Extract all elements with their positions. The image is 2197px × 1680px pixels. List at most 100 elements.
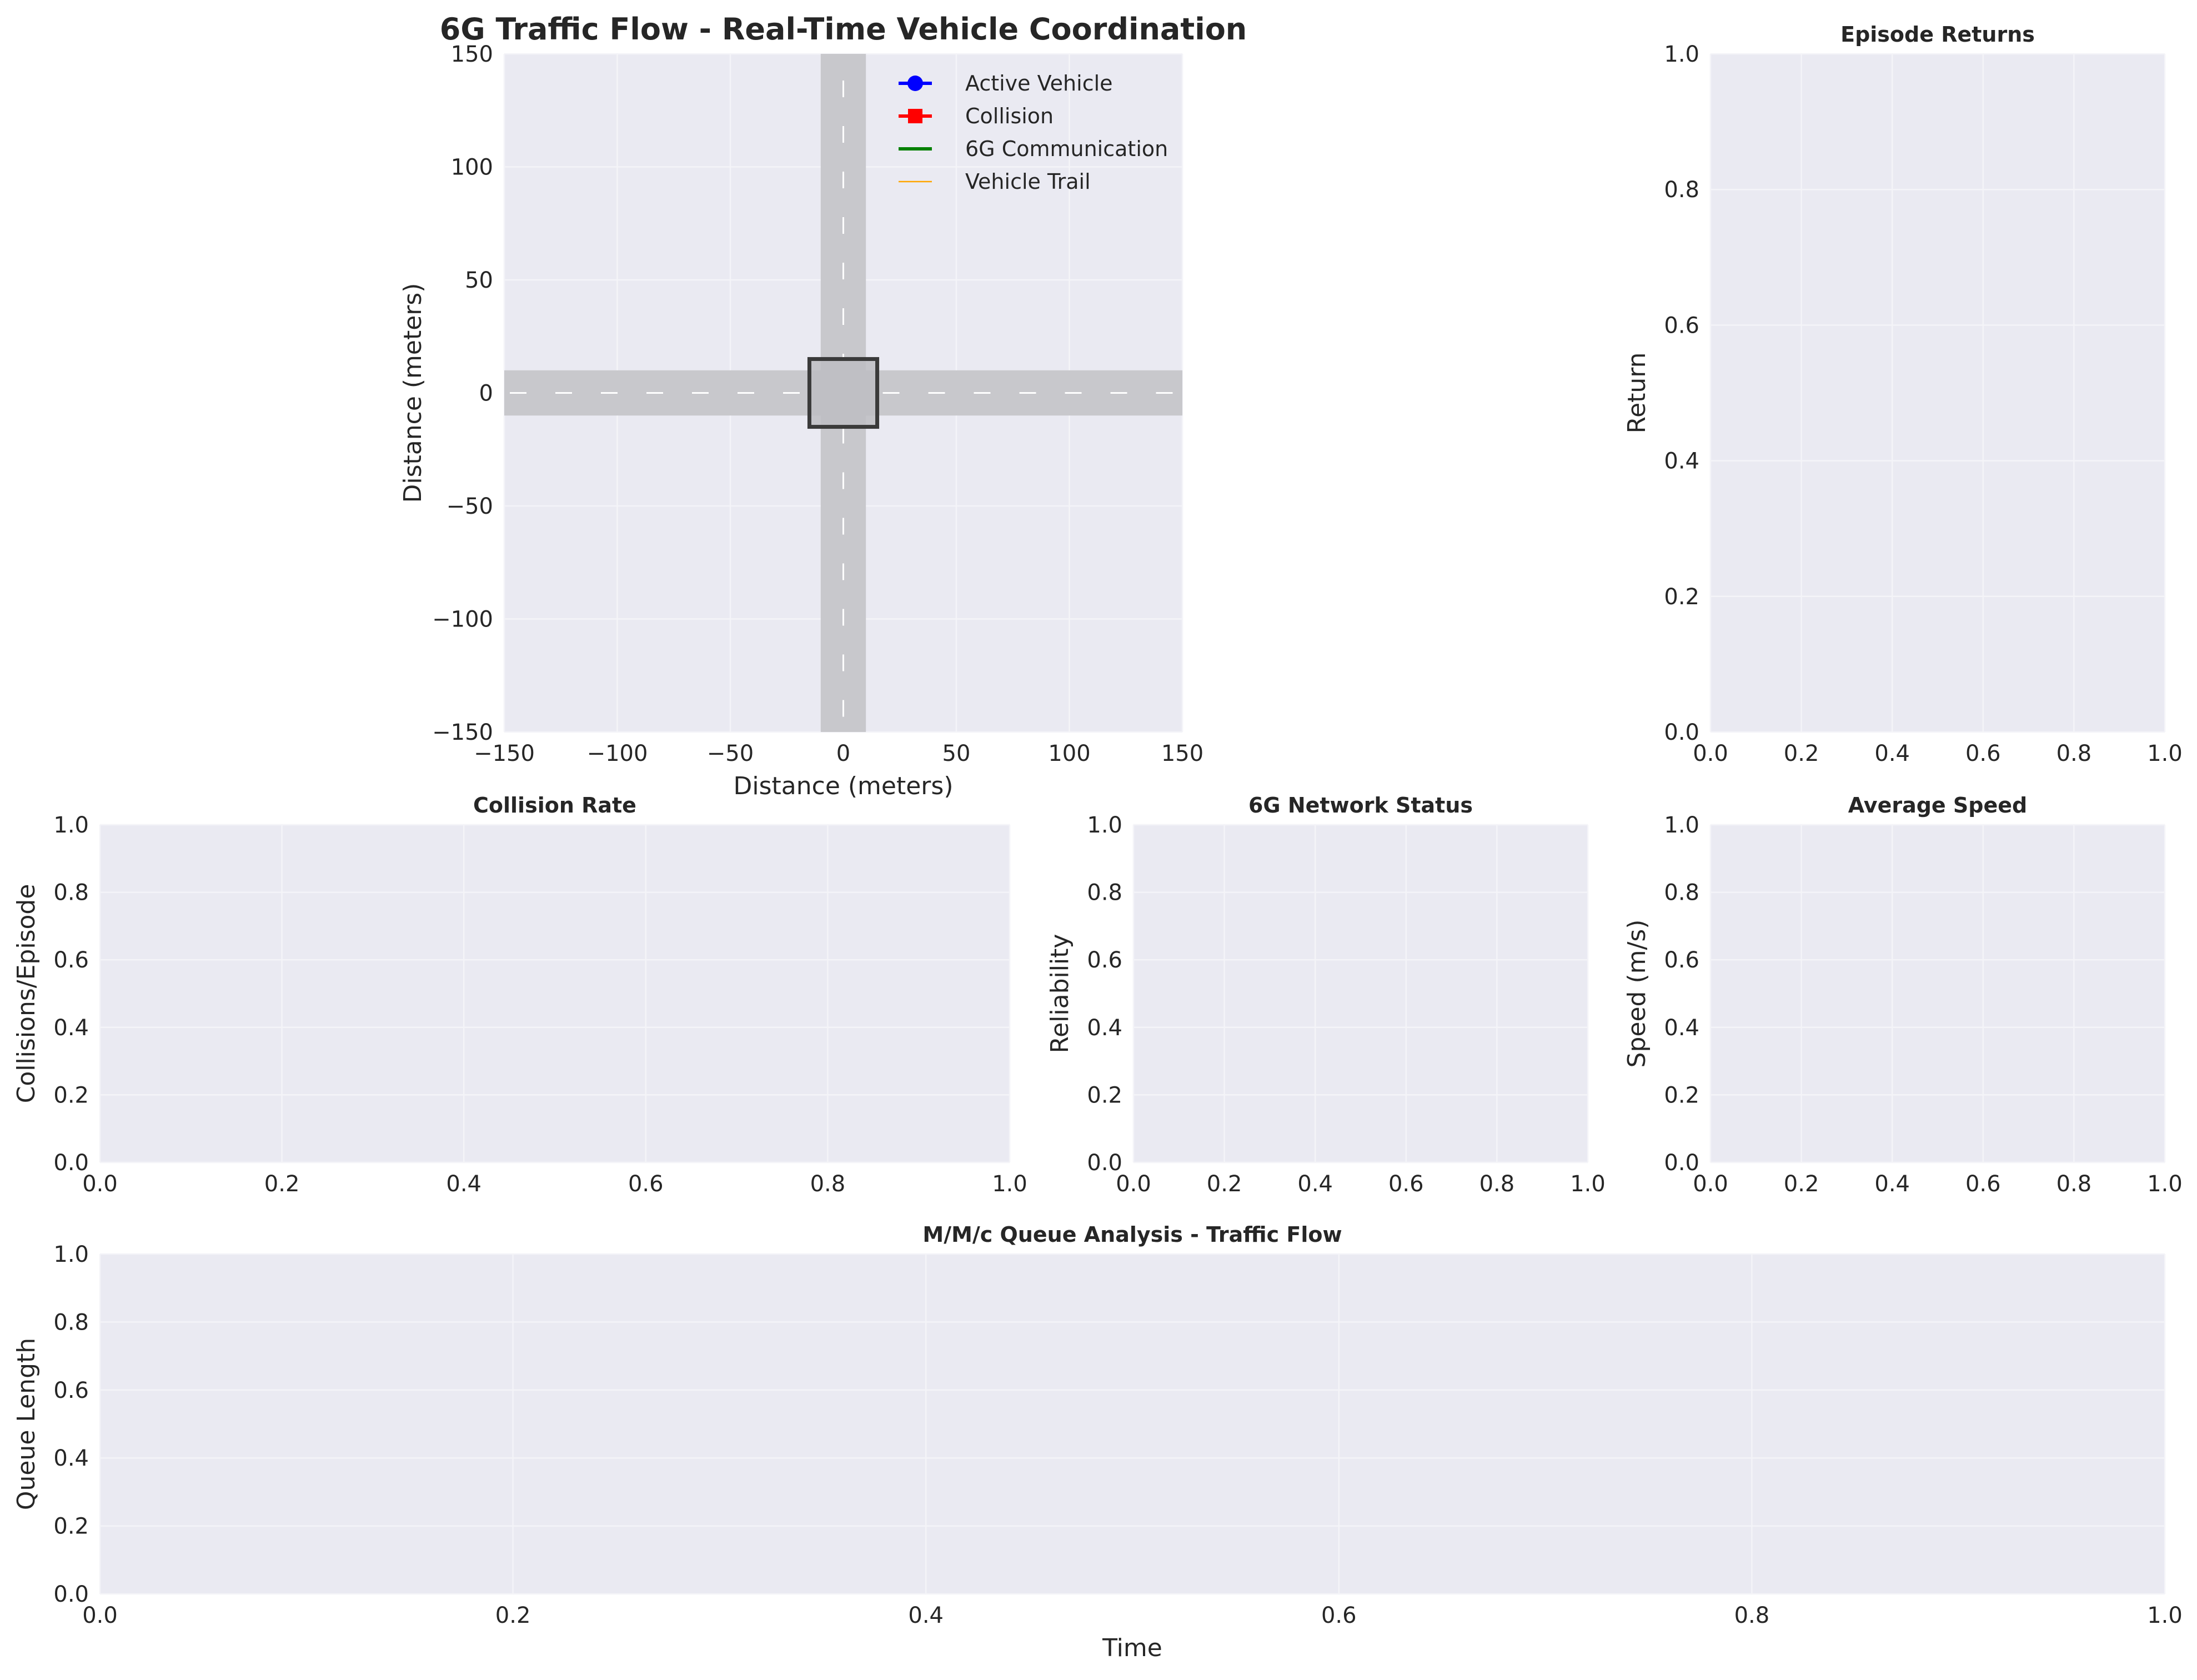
y-tick-label: 0.4 bbox=[1087, 1015, 1122, 1041]
y-tick-label: 0.2 bbox=[1664, 1082, 1699, 1108]
y-tick-label: −100 bbox=[432, 607, 493, 633]
x-tick-label: −100 bbox=[587, 741, 648, 766]
y-tick-label: 0.8 bbox=[1664, 177, 1699, 203]
x-tick-label: 150 bbox=[1161, 741, 1203, 766]
y-tick-label: 150 bbox=[451, 42, 493, 67]
chart-traffic: −150 −100 −50 0 50 100 150 −150 −100 −50 0 50 100 150… bbox=[399, 12, 1247, 800]
x-tick-label: 0.2 bbox=[1207, 1171, 1242, 1197]
x-tick-label: 0.4 bbox=[446, 1171, 481, 1197]
y-axis-label: Return bbox=[1623, 352, 1651, 433]
x-axis-label: Distance (meters) bbox=[734, 772, 954, 800]
x-tick-label: 0.8 bbox=[1734, 1603, 1770, 1628]
x-tick-label: 0.0 bbox=[82, 1603, 118, 1628]
x-tick-label: 0.4 bbox=[1297, 1171, 1333, 1197]
y-tick-label: 0.0 bbox=[53, 1582, 89, 1607]
plot-area bbox=[1711, 825, 2165, 1162]
y-tick-label: 0.6 bbox=[1087, 947, 1122, 973]
x-tick-label: 1.0 bbox=[1570, 1171, 1606, 1197]
y-tick-label: 0.4 bbox=[1664, 1015, 1699, 1041]
y-tick-label: −150 bbox=[432, 720, 493, 745]
x-tick-label: 0.2 bbox=[1784, 741, 1819, 766]
plot-area bbox=[100, 825, 1010, 1162]
x-tick-label: 0.0 bbox=[1693, 1171, 1728, 1197]
y-tick-label: 0.6 bbox=[53, 947, 89, 973]
x-tick-label: 1.0 bbox=[2147, 741, 2183, 766]
legend-marker-circle bbox=[907, 76, 923, 91]
y-tick-label: 0.2 bbox=[53, 1082, 89, 1108]
plot-area bbox=[1133, 825, 1588, 1162]
x-tick-label: 0.8 bbox=[1479, 1171, 1515, 1197]
chart-queue: 0.0 0.2 0.4 0.6 0.8 1.0 0.0 0.2 0.4 0.6 0.8 1.0 M/M/… bbox=[12, 1222, 2183, 1662]
x-tick-label: 0.4 bbox=[1874, 741, 1910, 766]
chart-title: M/M/c Queue Analysis - Traffic Flow bbox=[922, 1222, 1342, 1247]
y-tick-label: 0.4 bbox=[1664, 449, 1699, 474]
chart-collision_rate: 0.0 0.2 0.4 0.6 0.8 1.0 0.0 0.2 0.4 0.6 0.8 1.0 Coll… bbox=[12, 793, 1027, 1197]
x-tick-label: 0.0 bbox=[1116, 1171, 1151, 1197]
x-tick-label: 1.0 bbox=[2147, 1603, 2183, 1628]
legend-entry-label: Active Vehicle bbox=[965, 71, 1113, 96]
x-tick-label: 0.6 bbox=[628, 1171, 664, 1197]
legend-entry-label: Collision bbox=[965, 104, 1054, 128]
chart-title: 6G Network Status bbox=[1248, 793, 1473, 818]
x-tick-label: 0 bbox=[836, 741, 850, 766]
y-tick-label: 0.6 bbox=[1664, 313, 1699, 338]
x-axis-label: Time bbox=[1102, 1634, 1162, 1662]
x-tick-label: 1.0 bbox=[2147, 1171, 2183, 1197]
y-tick-label: 0 bbox=[479, 381, 493, 407]
y-tick-label: 1.0 bbox=[1664, 813, 1699, 838]
y-tick-label: 0.2 bbox=[53, 1514, 89, 1539]
x-tick-label: 0.8 bbox=[810, 1171, 846, 1197]
x-tick-label: 100 bbox=[1048, 741, 1090, 766]
x-tick-label: 0.8 bbox=[2056, 1171, 2092, 1197]
legend-entry-label: Vehicle Trail bbox=[965, 169, 1091, 194]
chart-legend: Active Vehicle Collision 6G Communication V… bbox=[899, 71, 1168, 194]
x-tick-label: −50 bbox=[707, 741, 754, 766]
x-tick-label: 0.6 bbox=[1965, 741, 2001, 766]
y-tick-label: 1.0 bbox=[1664, 42, 1699, 67]
x-tick-label: 0.6 bbox=[1965, 1171, 2001, 1197]
y-axis-label: Speed (m/s) bbox=[1623, 920, 1651, 1068]
y-tick-label: 0.4 bbox=[53, 1015, 89, 1041]
x-tick-label: 0.8 bbox=[2056, 741, 2092, 766]
y-tick-label: 0.8 bbox=[1664, 880, 1699, 906]
y-tick-label: 50 bbox=[465, 268, 493, 293]
x-tick-label: 0.0 bbox=[82, 1171, 118, 1197]
x-tick-label: 0.2 bbox=[495, 1603, 531, 1628]
y-tick-label: 1.0 bbox=[53, 813, 89, 838]
x-tick-label: 0.4 bbox=[1874, 1171, 1910, 1197]
intersection-box bbox=[807, 357, 880, 429]
chart-speed: 0.0 0.2 0.4 0.6 0.8 1.0 0.0 0.2 0.4 0.6 0.8 1.0 Aver… bbox=[1623, 793, 2183, 1197]
y-tick-label: 1.0 bbox=[1087, 813, 1122, 838]
y-tick-label: 0.4 bbox=[53, 1446, 89, 1471]
chart-title: Average Speed bbox=[1848, 793, 2028, 818]
y-axis-label: Queue Length bbox=[12, 1338, 41, 1510]
legend-entry-label: 6G Communication bbox=[965, 137, 1168, 161]
y-tick-label: 0.6 bbox=[1664, 947, 1699, 973]
y-tick-label: −50 bbox=[447, 494, 493, 519]
y-tick-label: 0.8 bbox=[53, 1310, 89, 1335]
x-tick-label: 0.0 bbox=[1693, 741, 1728, 766]
x-tick-label: −150 bbox=[474, 741, 535, 766]
chart-title: Episode Returns bbox=[1840, 22, 2035, 47]
y-tick-label: 0.2 bbox=[1664, 584, 1699, 610]
y-axis-label: Reliability bbox=[1046, 934, 1074, 1054]
y-tick-label: 0.0 bbox=[1664, 1150, 1699, 1176]
y-tick-label: 0.8 bbox=[1087, 880, 1122, 906]
y-tick-label: 0.8 bbox=[53, 880, 89, 906]
y-tick-label: 0.0 bbox=[1664, 720, 1699, 745]
y-tick-label: 0.0 bbox=[1087, 1150, 1122, 1176]
plot-area bbox=[100, 1254, 2165, 1594]
y-tick-label: 100 bbox=[451, 155, 493, 180]
y-tick-label: 1.0 bbox=[53, 1242, 89, 1267]
x-tick-label: 0.4 bbox=[908, 1603, 944, 1628]
x-tick-label: 0.6 bbox=[1321, 1603, 1357, 1628]
y-tick-label: 0.0 bbox=[53, 1150, 89, 1176]
chart-returns: 0.0 0.2 0.4 0.6 0.8 1.0 0.0 0.2 0.4 0.6 0.8 1.0 Epis… bbox=[1623, 22, 2183, 766]
plot-area bbox=[1711, 54, 2165, 732]
y-tick-label: 0.6 bbox=[53, 1378, 89, 1403]
y-axis-label: Distance (meters) bbox=[399, 283, 427, 503]
chart-title: 6G Traffic Flow - Real-Time Vehicle Coor… bbox=[440, 12, 1247, 47]
chart-title: Collision Rate bbox=[473, 793, 636, 818]
x-tick-label: 1.0 bbox=[992, 1171, 1027, 1197]
